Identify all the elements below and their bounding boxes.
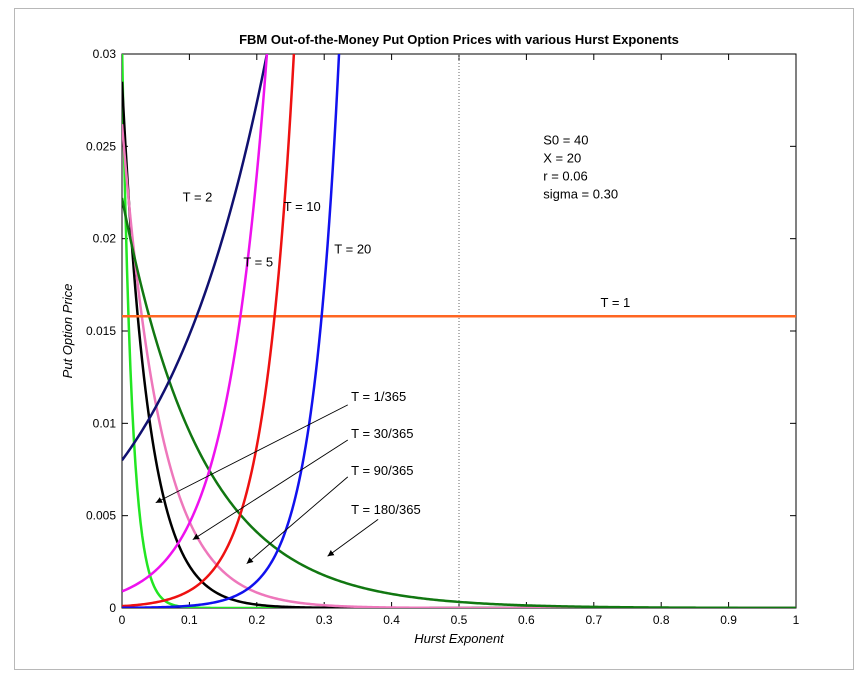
series-label: T = 2 [183, 190, 213, 205]
x-tick-label: 0.8 [653, 613, 670, 627]
y-tick-label: 0.015 [86, 324, 116, 338]
series-line-8 [122, 54, 341, 608]
y-axis-label: Put Option Price [60, 284, 75, 379]
x-tick-label: 1 [793, 613, 800, 627]
series-label: T = 20 [334, 241, 371, 256]
series-line-2 [122, 124, 796, 608]
series-line-1 [122, 81, 796, 608]
annotation-labels: T = 2 T = 5 T = 10 T = 20 T = 1 T = 1/365 T = … [183, 190, 631, 517]
y-tick-label: 0.02 [93, 232, 117, 246]
annotation-arrow [246, 476, 349, 565]
series-label: T = 1/365 [351, 389, 406, 404]
parameter-line: r = 0.06 [543, 168, 587, 183]
series-line-3 [122, 197, 796, 608]
series-line-7 [122, 54, 296, 608]
series-label: T = 10 [284, 199, 321, 214]
series-line-0 [122, 54, 796, 608]
series-label: T = 90/365 [351, 463, 413, 478]
y-axis: 0 0.005 0.01 0.015 0.02 0.025 0.03 [86, 47, 796, 615]
y-tick-label: 0.005 [86, 509, 116, 523]
x-tick-label: 0.2 [248, 613, 265, 627]
annotation-arrow [155, 404, 348, 504]
y-tick-label: 0 [109, 601, 116, 615]
x-tick-label: 0 [119, 613, 126, 627]
annotation-arrow [192, 439, 349, 541]
annotation-arrows [155, 404, 379, 565]
y-tick-label: 0.01 [93, 416, 117, 430]
parameter-line: X = 20 [543, 150, 581, 165]
series-group [122, 54, 796, 608]
series-label: T = 180/365 [351, 502, 421, 517]
x-axis: 0 0.1 0.2 0.3 0.4 0.5 0.6 0.7 0.8 0.9 1 [119, 54, 800, 627]
parameter-line: sigma = 0.30 [543, 186, 618, 201]
x-tick-label: 0.1 [181, 613, 198, 627]
series-label: T = 1 [601, 295, 631, 310]
parameter-line: S0 = 40 [543, 132, 588, 147]
x-tick-label: 0.7 [585, 613, 602, 627]
y-tick-label: 0.025 [86, 139, 116, 153]
parameter-box: S0 = 40 X = 20 r = 0.06 sigma = 0.30 [543, 132, 618, 201]
x-axis-label: Hurst Exponent [414, 631, 505, 646]
annotation-arrow [327, 518, 379, 557]
series-label: T = 5 [243, 254, 273, 269]
chart-title: FBM Out-of-the-Money Put Option Prices w… [239, 32, 679, 47]
x-tick-label: 0.4 [383, 613, 400, 627]
x-tick-label: 0.3 [316, 613, 333, 627]
x-tick-label: 0.5 [451, 613, 468, 627]
series-label: T = 30/365 [351, 426, 413, 441]
series-line-6 [122, 54, 269, 593]
x-tick-label: 0.9 [720, 613, 737, 627]
series-line-5 [122, 54, 269, 462]
y-tick-label: 0.03 [93, 47, 117, 61]
x-tick-label: 0.6 [518, 613, 535, 627]
